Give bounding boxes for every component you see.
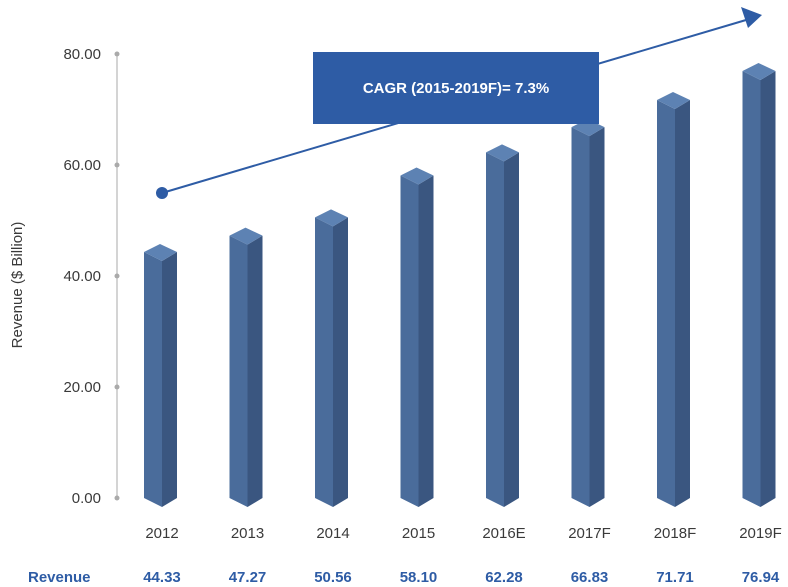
revenue-row-value: 76.94 bbox=[742, 569, 780, 586]
bar bbox=[144, 243, 177, 507]
bar bbox=[657, 92, 690, 508]
x-tick-label: 2016E bbox=[482, 525, 525, 542]
y-tick-dot bbox=[114, 51, 120, 57]
x-tick-label: 2013 bbox=[231, 525, 264, 542]
x-tick-label: 2017F bbox=[568, 525, 611, 542]
bars bbox=[144, 62, 776, 508]
bar-front-face bbox=[657, 100, 675, 508]
bar-front-face bbox=[315, 217, 333, 507]
bar-side-face bbox=[504, 152, 519, 507]
y-tick-label: 80.00 bbox=[63, 46, 101, 63]
bar-side-face bbox=[247, 235, 263, 508]
bar-top-face bbox=[144, 243, 177, 261]
bar-top-face bbox=[657, 92, 690, 110]
bar-front-face bbox=[571, 127, 590, 507]
bar-top-face bbox=[315, 209, 348, 227]
y-tick-label: 20.00 bbox=[63, 379, 101, 396]
x-tick-label: 2014 bbox=[316, 525, 349, 542]
bar-front-face bbox=[144, 251, 162, 507]
bar-top-face bbox=[486, 144, 519, 162]
revenue-row-value: 50.56 bbox=[314, 569, 352, 586]
x-tick-label: 2012 bbox=[145, 525, 178, 542]
x-tick-label: 2019F bbox=[739, 525, 782, 542]
bar bbox=[571, 119, 605, 507]
bar-front-face bbox=[742, 70, 761, 507]
y-tick-label: 60.00 bbox=[63, 157, 101, 174]
revenue-row-label: Revenue bbox=[28, 569, 91, 586]
bar-front-face bbox=[229, 235, 248, 508]
revenue-row-value: 62.28 bbox=[485, 569, 523, 586]
y-tick-label: 40.00 bbox=[63, 268, 101, 285]
bar-top-face bbox=[229, 227, 263, 245]
y-tick-dot bbox=[114, 273, 120, 279]
bar-side-face bbox=[162, 251, 177, 507]
x-tick-label: 2015 bbox=[402, 525, 435, 542]
bar bbox=[400, 167, 434, 508]
cagr-text: CAGR (2015-2019F)= 7.3% bbox=[363, 80, 549, 97]
bar-side-face bbox=[589, 127, 605, 507]
y-axis-label: Revenue ($ Billion) bbox=[9, 222, 26, 349]
bar bbox=[486, 144, 519, 507]
bar bbox=[315, 209, 348, 507]
x-tick-labels: 2012 2013 2014 2015 2016E 2017F 2018F 2019F bbox=[145, 525, 781, 542]
bar-front-face bbox=[486, 152, 504, 507]
revenue-row-value: 66.83 bbox=[571, 569, 609, 586]
bar-top-face bbox=[400, 167, 434, 185]
y-tick-dot bbox=[114, 384, 120, 390]
trend-arrow-head bbox=[741, 7, 762, 28]
revenue-row-value: 58.10 bbox=[400, 569, 438, 586]
y-axis: 0.00 20.00 40.00 60.00 80.00 bbox=[63, 46, 120, 507]
x-tick-label: 2018F bbox=[654, 525, 697, 542]
cagr-annotation: CAGR (2015-2019F)= 7.3% bbox=[156, 7, 762, 199]
bar-side-face bbox=[675, 100, 690, 508]
revenue-row: Revenue 44.33 47.27 50.56 58.10 62.28 66.83 71.… bbox=[28, 569, 780, 586]
bar-front-face bbox=[400, 175, 419, 508]
y-tick-label: 0.00 bbox=[72, 490, 101, 507]
trend-arrow-start-dot bbox=[156, 187, 168, 199]
revenue-row-value: 44.33 bbox=[143, 569, 181, 586]
bar-top-face bbox=[742, 62, 776, 80]
revenue-row-value: 71.71 bbox=[656, 569, 694, 586]
bar bbox=[229, 227, 263, 508]
y-tick-dot bbox=[114, 495, 120, 501]
bar bbox=[742, 62, 776, 507]
bar-side-face bbox=[333, 217, 348, 507]
cagr-box bbox=[313, 52, 599, 124]
y-tick-dot bbox=[114, 162, 120, 168]
bar-side-face bbox=[760, 70, 776, 507]
revenue-row-value: 47.27 bbox=[229, 569, 267, 586]
bar-side-face bbox=[418, 175, 434, 508]
